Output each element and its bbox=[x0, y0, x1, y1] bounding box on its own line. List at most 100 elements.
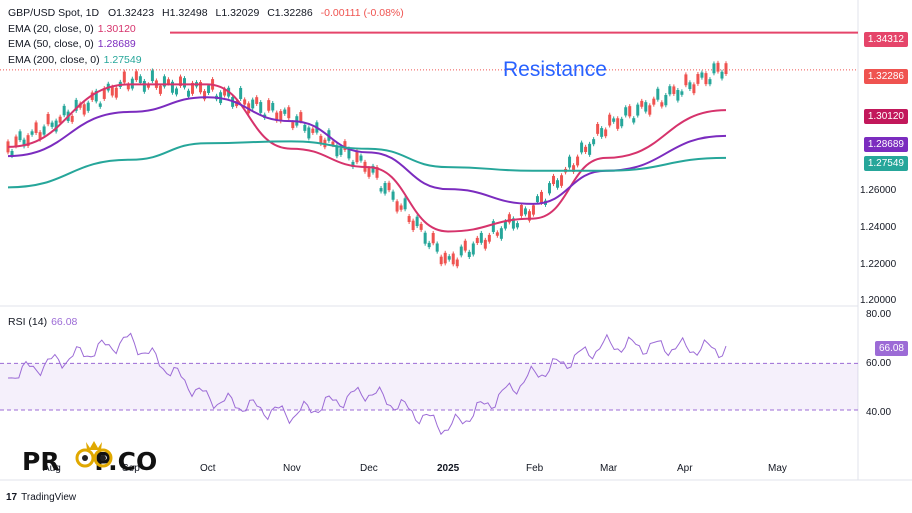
candle-body bbox=[560, 175, 564, 186]
candle-body bbox=[38, 132, 42, 140]
candle-body bbox=[223, 88, 227, 96]
candle-body bbox=[552, 175, 556, 185]
rsi-tick-40: 40.00 bbox=[866, 407, 892, 418]
candle-body bbox=[556, 180, 560, 188]
candle-body bbox=[588, 143, 592, 155]
candle-body bbox=[708, 79, 712, 85]
candle-body bbox=[503, 221, 507, 229]
candle-body bbox=[343, 141, 347, 150]
rsi-legend[interactable]: RSI (14) 66.08 bbox=[8, 316, 77, 328]
ema-50-close-0-line bbox=[7, 96, 727, 205]
ema50-row[interactable]: EMA (50, close, 0) 1.28689 bbox=[8, 37, 404, 53]
candle-body bbox=[600, 128, 604, 137]
candle-body bbox=[539, 191, 543, 203]
candle-body bbox=[415, 216, 419, 227]
candle-body bbox=[371, 165, 375, 173]
candle-body bbox=[523, 208, 527, 215]
tradingview-brand[interactable]: 17 TradingView bbox=[6, 492, 76, 503]
candle-body bbox=[580, 142, 584, 153]
candle-body bbox=[431, 232, 435, 244]
candle-body bbox=[18, 131, 22, 141]
candle-body bbox=[507, 214, 511, 223]
candle-body bbox=[568, 156, 572, 168]
candle-body bbox=[367, 168, 371, 177]
x-tick-sep: Sep bbox=[122, 463, 140, 474]
candle-body bbox=[696, 74, 700, 84]
x-tick-apr: Apr bbox=[677, 463, 693, 474]
ema200-row[interactable]: EMA (200, close, 0) 1.27549 bbox=[8, 53, 404, 69]
ema50-label: EMA (50, close, 0) bbox=[8, 38, 94, 50]
candle-body bbox=[692, 84, 696, 94]
candle-body bbox=[26, 135, 30, 146]
x-tick-2025: 2025 bbox=[437, 463, 460, 474]
candle-body bbox=[162, 76, 166, 87]
price-tag-last: 1.32286 bbox=[863, 69, 908, 84]
candle-body bbox=[644, 102, 648, 112]
candle-body bbox=[54, 120, 58, 132]
rsi-line bbox=[7, 332, 727, 436]
candle-body bbox=[50, 122, 54, 127]
candle-body bbox=[664, 95, 668, 106]
candle-body bbox=[608, 114, 612, 126]
candle-body bbox=[62, 105, 66, 116]
logo-text: PR P.CO bbox=[22, 447, 158, 476]
candle-body bbox=[531, 205, 535, 215]
rsi-value: 66.08 bbox=[51, 316, 78, 328]
candle-body bbox=[251, 99, 255, 109]
candle-body bbox=[592, 139, 596, 145]
candle-body bbox=[399, 205, 403, 210]
candle-body bbox=[98, 103, 102, 107]
candle-body bbox=[207, 85, 211, 94]
candle-body bbox=[632, 118, 636, 123]
candle-body bbox=[483, 239, 487, 249]
ema20-row[interactable]: EMA (20, close, 0) 1.30120 bbox=[8, 22, 404, 38]
ema200-label: EMA (200, close, 0) bbox=[8, 53, 100, 66]
price-tag-resistance: 1.34312 bbox=[863, 32, 908, 47]
candle-body bbox=[14, 136, 18, 147]
y-tick-1.20: 1.20000 bbox=[860, 295, 897, 306]
candle-body bbox=[279, 111, 283, 122]
tradingview-logo-icon: 17 bbox=[6, 492, 18, 503]
candle-body bbox=[423, 232, 427, 244]
candle-body bbox=[535, 196, 539, 203]
ema-200-close-0-line bbox=[7, 140, 727, 189]
candle-body bbox=[146, 84, 150, 88]
candle-body bbox=[612, 118, 616, 122]
y-tick-1.22: 1.22000 bbox=[860, 259, 897, 270]
candle-body bbox=[720, 71, 724, 79]
candle-body bbox=[548, 183, 552, 194]
candle-body bbox=[271, 102, 275, 111]
candle-body bbox=[676, 90, 680, 101]
candle-body bbox=[255, 97, 259, 104]
ema20-value: 1.30120 bbox=[97, 22, 136, 35]
price-tag-ema50: 1.28689 bbox=[863, 137, 908, 152]
tradingview-label: TradingView bbox=[21, 492, 77, 503]
candle-body bbox=[648, 105, 652, 115]
candle-body bbox=[291, 122, 295, 129]
candle-body bbox=[70, 115, 74, 122]
candle-body bbox=[455, 259, 459, 267]
candle-body bbox=[150, 70, 154, 82]
x-tick-may: May bbox=[768, 463, 787, 474]
x-tick-oct: Oct bbox=[200, 463, 216, 474]
candle-body bbox=[42, 126, 46, 135]
candle-body bbox=[134, 71, 138, 81]
candle-body bbox=[576, 156, 580, 166]
candle-body bbox=[700, 72, 704, 78]
candle-body bbox=[403, 198, 407, 210]
x-tick-nov: Nov bbox=[283, 463, 301, 474]
ohlc-low: L1.32029 bbox=[215, 7, 260, 19]
candle-body bbox=[584, 146, 588, 152]
candle-body bbox=[375, 166, 379, 178]
candle-body bbox=[102, 88, 106, 99]
candle-body bbox=[435, 243, 439, 252]
candle-body bbox=[656, 88, 660, 100]
candle-body bbox=[479, 232, 483, 243]
candle-body bbox=[704, 73, 708, 85]
candle-body bbox=[499, 228, 503, 239]
rsi-label: RSI (14) bbox=[8, 316, 48, 328]
candle-body bbox=[110, 86, 114, 96]
candle-body bbox=[303, 124, 307, 131]
candle-body bbox=[22, 139, 26, 147]
